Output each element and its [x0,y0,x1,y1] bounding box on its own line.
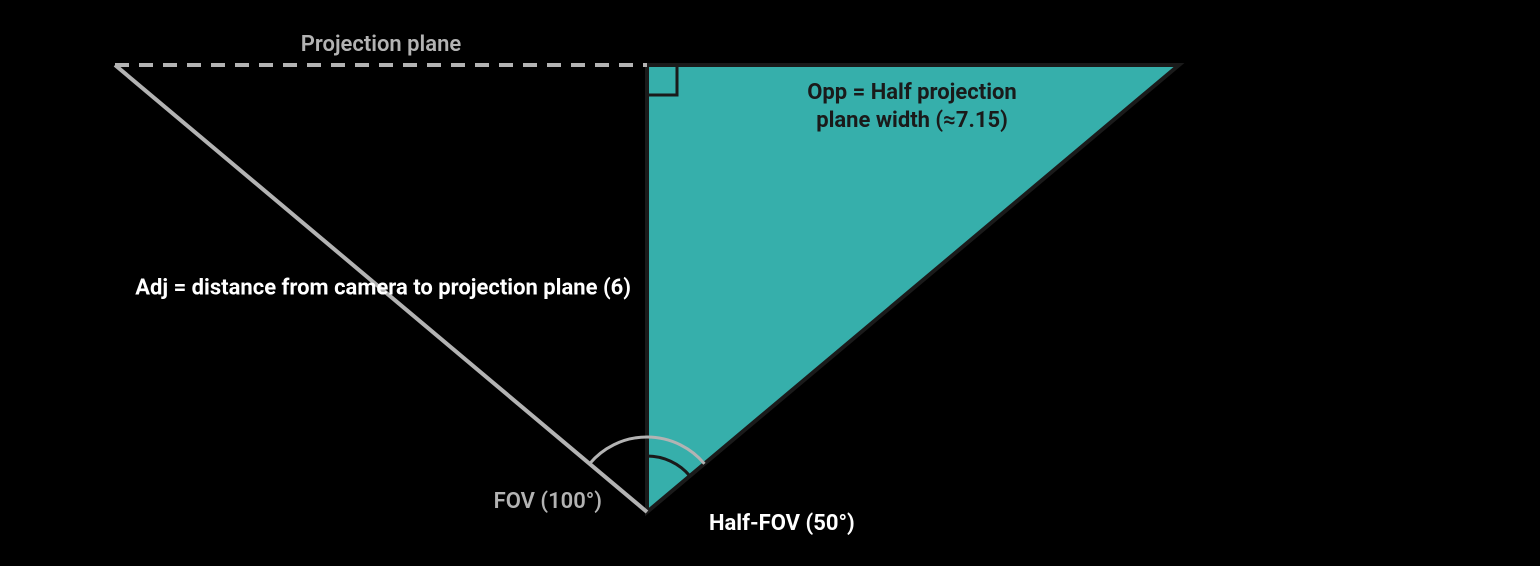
projection-plane-label: Projection plane [301,32,462,57]
adjacent-label: Adj = distance from camera to projection… [135,276,631,301]
fov-label: FOV (100°) [494,489,602,514]
opposite-label-line1: Opp = Half projection [807,80,1017,105]
opposite-label-line2: plane width (≈7.15) [816,108,1008,133]
half-fov-label: Half-FOV (50°) [709,511,855,536]
fov-diagram: Projection plane Adj = distance from cam… [0,0,1540,566]
